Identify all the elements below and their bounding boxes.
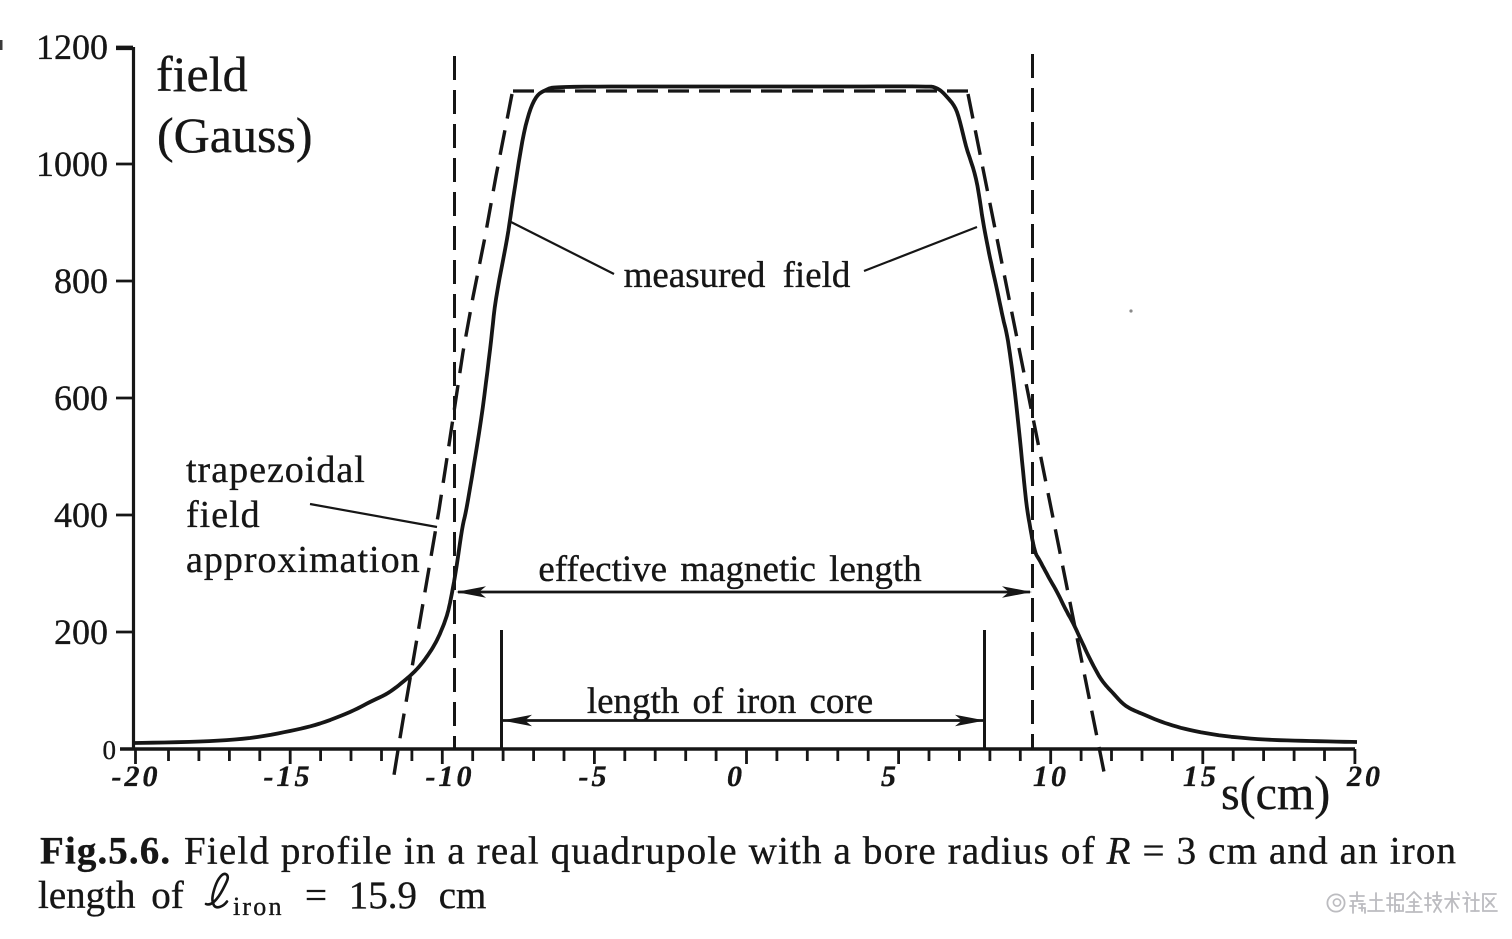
svg-text:field: field — [156, 46, 248, 102]
svg-text:s(cm): s(cm) — [1221, 767, 1330, 820]
svg-text:-5: -5 — [579, 760, 610, 793]
svg-text:800: 800 — [54, 261, 108, 301]
svg-text:20: 20 — [1346, 760, 1383, 793]
svg-text:length of iron core: length of iron core — [587, 681, 873, 722]
svg-text:0: 0 — [103, 735, 117, 765]
svg-text:400: 400 — [54, 495, 108, 535]
svg-text:field: field — [186, 494, 261, 536]
svg-text:Field profile in a real quadru: Field profile in a real quadrupole with … — [184, 830, 1456, 873]
svg-text:200: 200 — [54, 612, 108, 652]
svg-text:5: 5 — [881, 760, 899, 793]
svg-text:600: 600 — [54, 378, 108, 418]
svg-text:(Gauss): (Gauss) — [157, 107, 313, 163]
svg-text:-20: -20 — [112, 760, 161, 793]
svg-text:-15: -15 — [264, 760, 313, 793]
svg-text:0: 0 — [727, 760, 745, 793]
svg-text:length of: length of — [38, 874, 184, 917]
svg-text:1200: 1200 — [36, 27, 108, 67]
svg-text:= 15.9 cm: = 15.9 cm — [305, 874, 486, 917]
svg-text:1000: 1000 — [36, 144, 108, 184]
svg-text:effective magnetic length: effective magnetic length — [538, 549, 922, 590]
svg-text:trapezoidal: trapezoidal — [186, 449, 366, 491]
svg-text:Fig.5.6.: Fig.5.6. — [40, 830, 171, 873]
svg-text:10: 10 — [1033, 760, 1069, 793]
svg-text:measured field: measured field — [624, 255, 851, 296]
svg-text:iron: iron — [233, 892, 284, 921]
svg-text:approximation: approximation — [186, 539, 421, 581]
svg-text:-10: -10 — [426, 760, 475, 793]
svg-text:15: 15 — [1183, 760, 1219, 793]
